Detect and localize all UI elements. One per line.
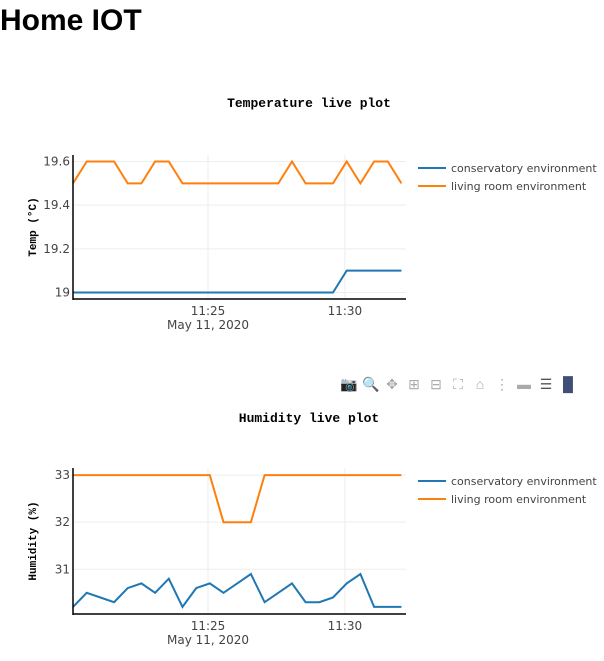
x-tick-label: 11:30 <box>328 304 363 318</box>
legend-label: conservatory environment <box>451 162 597 175</box>
series-line-conservatory <box>73 269 402 294</box>
home-icon[interactable]: ⌂ <box>475 376 485 392</box>
zoom-out-icon[interactable]: ⊟ <box>430 376 442 392</box>
temperature-plot-svg[interactable]: Temperature live plot 11:25 11:30 19 19.2 19.… <box>0 80 604 350</box>
plotly-logo-icon[interactable]: █ <box>563 376 573 392</box>
y-tick-label: 31 <box>55 562 70 576</box>
legend-label: conservatory environment <box>451 475 597 488</box>
chart-title: Humidity live plot <box>239 411 379 426</box>
y-tick-label: 19.4 <box>43 198 70 212</box>
x-tick-label: 11:25 <box>191 619 226 633</box>
pan-icon[interactable]: ✥ <box>386 376 398 392</box>
zoom-icon[interactable]: 🔍 <box>362 376 380 392</box>
x-date-label: May 11, 2020 <box>167 318 249 332</box>
y-axis-label: Temp (°C) <box>28 197 40 256</box>
legend-label: living room environment <box>451 493 587 506</box>
x-tick-label: 11:30 <box>328 619 363 633</box>
autoscale-icon[interactable]: ⛶ <box>453 376 463 392</box>
y-axis-label: Humidity (%) <box>28 501 40 580</box>
y-tick-label: 33 <box>55 468 70 482</box>
y-tick-label: 19.2 <box>43 242 70 256</box>
spike-lines-icon[interactable]: ⋮ <box>495 376 509 392</box>
hover-closest-icon[interactable]: ▬ <box>517 376 531 392</box>
hover-compare-icon[interactable]: ☰ <box>539 376 553 392</box>
x-date-label: May 11, 2020 <box>167 633 249 647</box>
x-tick-label: 11:25 <box>191 304 226 318</box>
series-line-living-room <box>73 474 402 524</box>
y-tick-label: 19 <box>55 285 70 299</box>
series-line-living-room <box>72 159 403 186</box>
humidity-plot-svg[interactable]: Humidity live plot 11:25 11:30 31 32 33 May 11… <box>0 395 604 656</box>
chart-title: Temperature live plot <box>227 96 391 111</box>
series-line-conservatory <box>72 572 402 609</box>
zoom-in-icon[interactable]: ⊞ <box>408 376 420 392</box>
temperature-chart: Temperature live plot 11:25 11:30 19 19.2 19.… <box>0 80 604 350</box>
page-title: Home IOT <box>0 4 142 37</box>
legend-label: living room environment <box>451 180 587 193</box>
y-tick-label: 32 <box>55 515 70 529</box>
y-tick-label: 19.6 <box>43 155 70 169</box>
humidity-chart: Humidity live plot 11:25 11:30 31 32 33 May 11… <box>0 395 604 656</box>
camera-icon[interactable]: 📷 <box>340 376 358 392</box>
modebar: 📷 🔍 ✥ ⊞ ⊟ ⛶ ⌂ ⋮ ▬ ☰ █ <box>340 376 576 392</box>
